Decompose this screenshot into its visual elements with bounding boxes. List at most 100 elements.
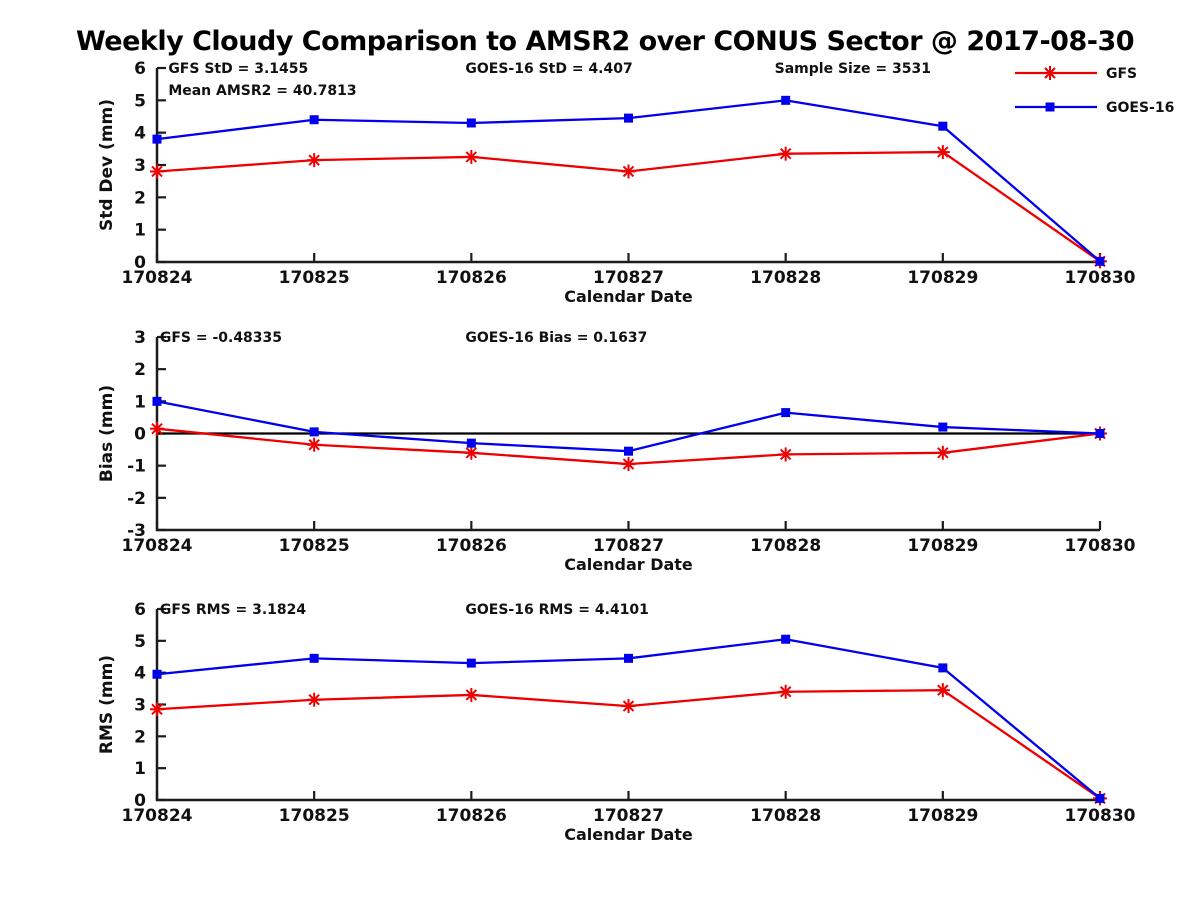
x-tick-label: 170828	[750, 268, 821, 288]
y-axis-title: Bias (mm)	[97, 385, 117, 482]
x-tick-label: 170825	[279, 806, 350, 826]
y-tick-label: 5	[134, 632, 146, 652]
asterisk-stroke	[308, 694, 320, 706]
x-tick-label: 170827	[593, 268, 664, 288]
legend-label-goes-16: GOES-16	[1106, 100, 1174, 116]
y-tick-label: 3	[134, 328, 146, 348]
marker-square-goes-16	[466, 658, 476, 668]
x-axis-title: Calendar Date	[564, 555, 693, 574]
x-tick-label: 170824	[122, 268, 193, 288]
marker-asterisk-gfs	[621, 164, 636, 179]
y-tick-label: 1	[134, 759, 146, 779]
x-tick-label: 170827	[593, 536, 664, 556]
x-tick-label: 170829	[907, 536, 978, 556]
x-axis-title: Calendar Date	[564, 287, 693, 306]
marker-square-goes-16	[152, 669, 162, 679]
marker-asterisk-gfs	[935, 145, 950, 160]
figure-title: Weekly Cloudy Comparison to AMSR2 over C…	[75, 26, 1135, 57]
marker-square-goes-16	[152, 134, 162, 144]
rms-chart: 0 1 2 3 4 5 6 170824 170825 170826 170827 170828 170…	[97, 600, 1136, 844]
asterisk-stroke	[151, 165, 163, 178]
y-tick-label: 0	[134, 425, 146, 445]
asterisk-stroke	[937, 684, 949, 696]
asterisk-stroke	[779, 686, 792, 698]
marker-asterisk-gfs	[778, 447, 793, 462]
marker-asterisk-gfs	[150, 164, 164, 179]
y-tick-label: 4	[134, 124, 146, 144]
y-tick-label: 4	[134, 664, 146, 684]
asterisk-stroke	[1044, 67, 1056, 79]
marker-square-goes-16	[781, 408, 791, 418]
marker-asterisk-gfs	[307, 437, 322, 452]
marker-square-goes-16	[309, 115, 319, 125]
stat-annotation: GOES-16 Bias = 0.1637	[465, 330, 647, 346]
asterisk-stroke	[779, 448, 792, 461]
marker-square-goes-16	[1095, 793, 1105, 803]
asterisk-stroke	[308, 154, 320, 166]
bias-chart: -3 -2 -1 0 1 2 3 170824 170825 170826 170827 170828…	[97, 328, 1136, 574]
series-line-goes-16	[156, 638, 1101, 800]
marker-square-goes-16	[1095, 256, 1105, 266]
y-tick-label: 2	[134, 727, 146, 747]
asterisk-stroke	[465, 447, 478, 459]
legend-marker-square	[1045, 102, 1055, 112]
asterisk-stroke	[622, 458, 635, 470]
y-tick-label: -1	[127, 457, 146, 477]
y-tick-label: -3	[127, 521, 146, 541]
asterisk-stroke	[937, 146, 949, 158]
x-tick-label: 170830	[1065, 806, 1136, 826]
marker-asterisk-gfs	[464, 445, 479, 460]
asterisk-stroke	[151, 422, 163, 435]
asterisk-stroke	[151, 703, 163, 715]
x-tick-label: 170825	[279, 268, 350, 288]
asterisk-stroke	[779, 147, 792, 160]
marker-square-goes-16	[466, 118, 476, 128]
y-tick-label: -2	[127, 489, 146, 509]
x-tick-label: 170825	[279, 536, 350, 556]
marker-square-goes-16	[309, 427, 319, 437]
std-dev-chart: 0 1 2 3 4 5 6 170824 170825 170826 170827 170828 170…	[97, 59, 1136, 306]
legend-label-gfs: GFS	[1106, 66, 1137, 82]
asterisk-stroke	[465, 689, 478, 701]
x-tick-label: 170826	[436, 268, 507, 288]
marker-square-goes-16	[624, 113, 633, 123]
x-tick-label: 170830	[1065, 536, 1136, 556]
y-tick-label: 0	[134, 253, 146, 273]
y-axis-title: Std Dev (mm)	[97, 99, 117, 231]
x-tick-label: 170830	[1065, 268, 1136, 288]
stat-annotation: GOES-16 StD = 4.407	[465, 61, 632, 77]
stat-annotation: GFS = -0.48335	[160, 330, 282, 346]
y-tick-label: 6	[134, 59, 146, 79]
y-tick-label: 5	[134, 91, 146, 111]
marker-asterisk-gfs	[778, 146, 793, 161]
stat-annotation: Sample Size = 3531	[775, 61, 931, 77]
x-tick-label: 170829	[907, 268, 978, 288]
marker-square-goes-16	[938, 422, 948, 432]
stat-annotation: GFS RMS = 3.1824	[160, 602, 307, 618]
marker-square-goes-16	[309, 653, 319, 663]
x-tick-label: 170824	[122, 806, 193, 826]
x-tick-label: 170824	[122, 536, 193, 556]
x-tick-label: 170828	[750, 536, 821, 556]
x-tick-label: 170826	[436, 806, 507, 826]
marker-asterisk-gfs	[307, 153, 322, 168]
marker-square-goes-16	[624, 446, 633, 456]
y-tick-label: 2	[134, 188, 146, 208]
y-tick-label: 1	[134, 392, 146, 412]
legend-marker-asterisk	[1043, 66, 1057, 80]
marker-square-goes-16	[1095, 429, 1105, 438]
x-tick-label: 170829	[907, 806, 978, 826]
y-axis-title: RMS (mm)	[97, 655, 117, 754]
asterisk-stroke	[465, 151, 478, 163]
marker-asterisk-gfs	[935, 683, 950, 698]
marker-square-goes-16	[781, 95, 791, 105]
marker-asterisk-gfs	[778, 684, 793, 699]
asterisk-stroke	[622, 165, 635, 178]
x-tick-label: 170827	[593, 806, 664, 826]
x-tick-label: 170828	[750, 806, 821, 826]
x-tick-label: 170826	[436, 536, 507, 556]
marker-asterisk-gfs	[307, 692, 322, 707]
marker-square-goes-16	[938, 121, 948, 131]
y-tick-label: 0	[134, 791, 146, 811]
